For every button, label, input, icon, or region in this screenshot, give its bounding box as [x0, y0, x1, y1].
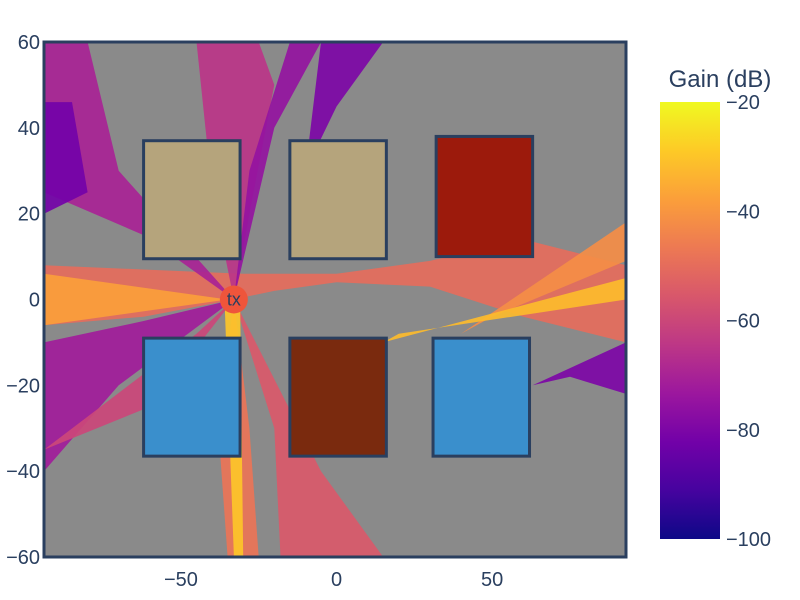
y-tick-label: −20 [6, 375, 40, 397]
colorbar-tick-label: −40 [726, 201, 760, 223]
colorbar-tick-label: −60 [726, 311, 760, 333]
coverage-region-7 [44, 42, 234, 300]
coverage-region-3 [233, 42, 321, 300]
coverage-region-12 [44, 273, 228, 326]
axes: −50 0 50 60 40 20 0 −20 −40 −60 [6, 32, 503, 591]
x-tick-label: −50 [164, 569, 198, 591]
transmitter-label: tx [227, 290, 241, 310]
y-tick-label: 40 [18, 118, 40, 140]
y-tick-label: −40 [6, 461, 40, 483]
coverage-region-11 [461, 222, 626, 334]
colorbar-tick-label: −80 [726, 420, 760, 442]
building-1 [142, 139, 242, 261]
colorbar-gradient [660, 102, 720, 539]
y-tick-label: 0 [29, 290, 40, 312]
colorbar-tick-label: −100 [726, 529, 771, 551]
colorbar-title: Gain (dB) [669, 66, 772, 93]
coverage-region-8 [44, 102, 88, 214]
heatmap-cells [44, 42, 626, 557]
colorbar: Gain (dB)−20 −40 −60 −80 −100 [660, 66, 771, 551]
building-2 [288, 139, 388, 261]
building-4 [142, 336, 242, 458]
plot-area: tx [42, 40, 628, 559]
y-tick-label: 20 [18, 204, 40, 226]
coverage-region-9 [305, 42, 384, 171]
coverage-region-6 [44, 299, 234, 472]
coverage-region-5 [233, 299, 384, 557]
coverage-region-14 [383, 278, 626, 343]
transmitter-marker [219, 285, 248, 314]
building-6 [431, 336, 532, 458]
building-5 [288, 336, 388, 458]
building-3 [434, 134, 535, 259]
coverage-region-10 [532, 342, 626, 394]
x-tick-label: 50 [481, 569, 503, 591]
plot-border [42, 40, 628, 559]
coverage-region-1 [44, 239, 626, 343]
y-tick-label: −60 [6, 547, 40, 569]
colorbar-tick-label: −20 [726, 92, 760, 114]
x-tick-label: 0 [331, 569, 342, 591]
y-tick-label: 60 [18, 32, 40, 54]
